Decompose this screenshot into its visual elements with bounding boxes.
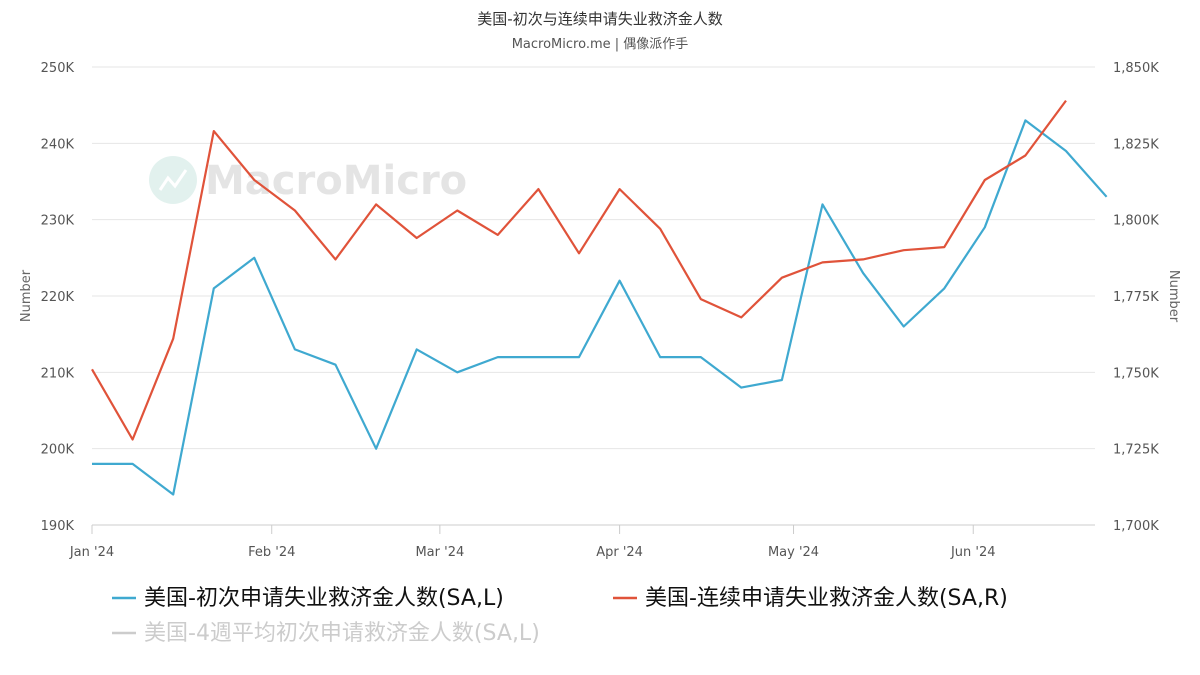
- legend-label: 美国-4週平均初次申请救济金人数(SA,L): [144, 621, 540, 646]
- right-tick-label: 1,700K: [1113, 519, 1159, 534]
- left-axis-title: Number: [19, 269, 34, 322]
- legend-item-1[interactable]: 美国-连续申请失业救济金人数(SA,R): [613, 586, 1008, 611]
- x-tick-label: Mar '24: [415, 545, 464, 560]
- left-tick-label: 220K: [41, 290, 75, 305]
- left-tick-label: 200K: [41, 443, 75, 458]
- x-axis: Jan '24 Feb '24 Mar '24 Apr '24 May '24 Jun '…: [69, 524, 1095, 560]
- left-tick-label: 250K: [41, 61, 75, 76]
- legend: 美国-初次申请失业救济金人数(SA,L) 美国-连续申请失业救济金人数(SA,R)…: [112, 586, 1008, 646]
- watermark-logo-mark: [158, 169, 188, 191]
- watermark: MacroMicro: [149, 156, 467, 204]
- left-tick-label: 230K: [41, 214, 75, 229]
- legend-label: 美国-初次申请失业救济金人数(SA,L): [144, 586, 504, 611]
- gridlines: [92, 66, 1095, 526]
- series-layer: [91, 99, 1108, 496]
- right-tick-label: 1,850K: [1113, 61, 1159, 76]
- x-tick-label: Jan '24: [69, 545, 114, 560]
- x-tick-label: May '24: [768, 545, 819, 560]
- legend-label: 美国-连续申请失业救济金人数(SA,R): [645, 586, 1008, 611]
- right-tick-label: 1,750K: [1113, 366, 1159, 381]
- right-tick-label: 1,800K: [1113, 214, 1159, 229]
- right-tick-label: 1,825K: [1113, 137, 1159, 152]
- left-axis-ticks: 190K 200K 210K 220K 230K 240K 250K: [41, 61, 75, 534]
- watermark-text: MacroMicro: [205, 158, 467, 204]
- x-tick-label: Jun '24: [950, 545, 996, 560]
- right-axis-ticks: 1,700K 1,725K 1,750K 1,775K 1,800K 1,825K 1,85…: [1113, 61, 1159, 534]
- chart-title: 美国-初次与连续申请失业救济金人数: [477, 10, 722, 28]
- left-tick-label: 240K: [41, 137, 75, 152]
- series-line-0: [92, 119, 1108, 496]
- right-tick-label: 1,725K: [1113, 443, 1159, 458]
- x-tick-label: Apr '24: [596, 545, 643, 560]
- legend-item-0[interactable]: 美国-初次申请失业救济金人数(SA,L): [112, 586, 504, 611]
- left-tick-label: 190K: [41, 519, 75, 534]
- right-tick-label: 1,775K: [1113, 290, 1159, 305]
- legend-item-2[interactable]: 美国-4週平均初次申请救济金人数(SA,L): [112, 621, 540, 646]
- watermark-logo-icon: [149, 156, 197, 204]
- chart-subtitle: MacroMicro.me | 偶像派作手: [512, 37, 689, 52]
- x-tick-label: Feb '24: [248, 545, 295, 560]
- right-axis-title: Number: [1166, 270, 1181, 323]
- left-tick-label: 210K: [41, 366, 75, 381]
